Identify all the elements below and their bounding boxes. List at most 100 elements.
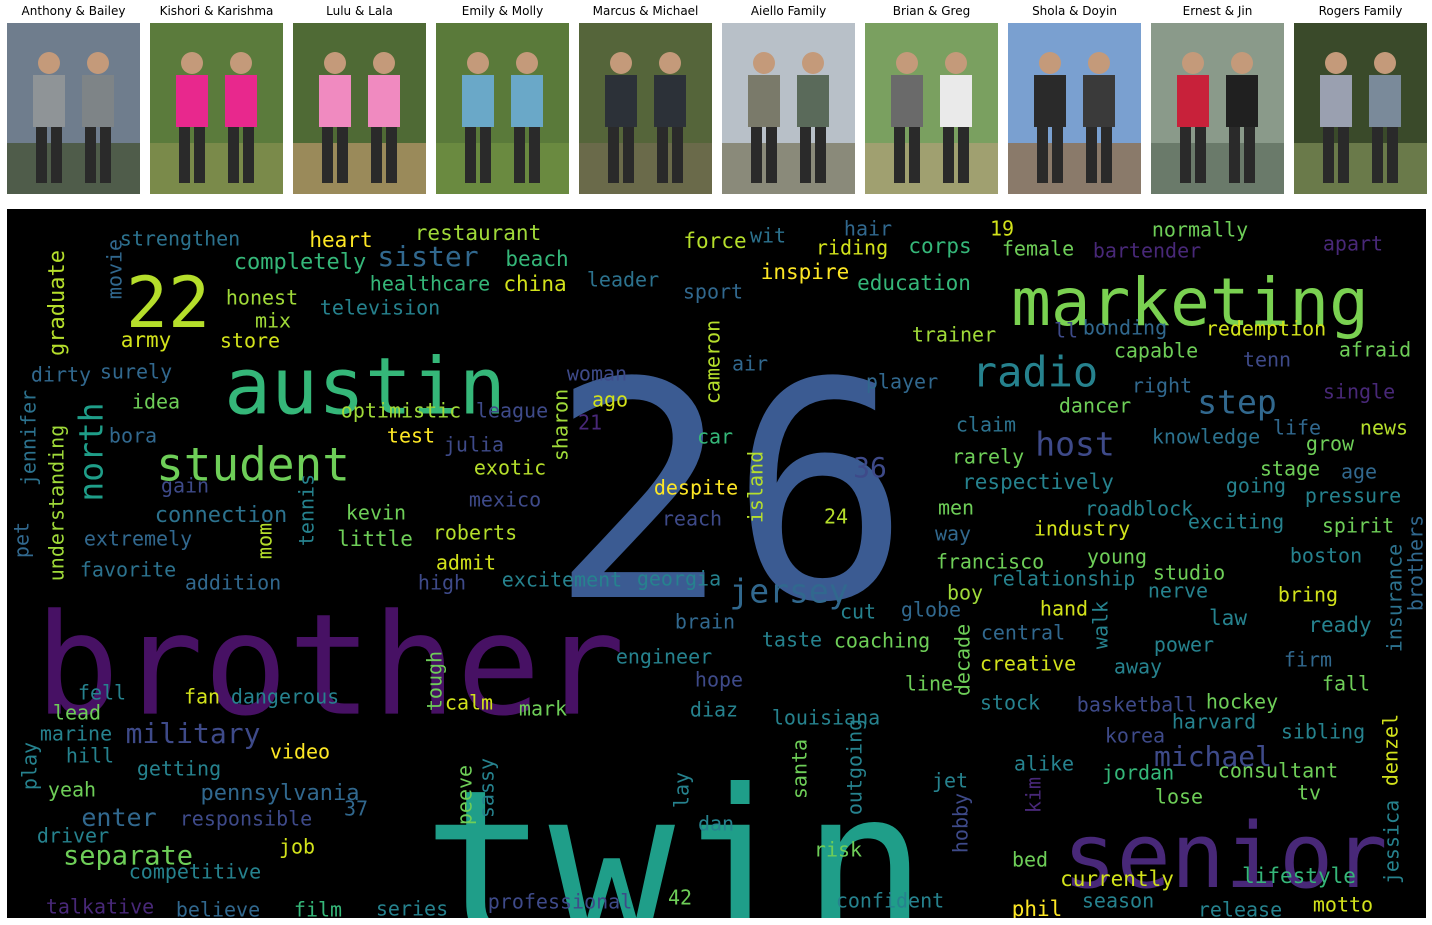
cloud-word: right [1132,374,1192,398]
cloud-word: inspire [761,260,850,284]
cloud-word: nerve [1148,579,1208,603]
cloud-word: marketing [1011,264,1369,341]
cloud-word: beach [505,247,568,271]
cloud-word: bring [1278,583,1338,607]
cloud-word: sport [683,280,743,304]
cloud-word: bonding [1083,316,1167,340]
cloud-word: currently [1060,867,1174,891]
cloud-word: young [1087,545,1147,569]
cloud-word: exotic [474,456,546,480]
cloud-word: trainer [912,323,996,347]
cloud-word: kim [1022,777,1046,813]
team-photo [1008,23,1141,194]
cloud-word: gain [161,474,209,498]
team-photo [579,23,712,194]
cloud-word: island [744,451,768,523]
cloud-word: excitement [502,568,622,592]
cloud-word: admit [436,551,496,575]
cloud-word: talkative [46,895,154,919]
cloud-word: brother [35,585,625,748]
cloud-word: law [1209,606,1247,630]
cloud-word: extremely [84,527,192,551]
cloud-word: firm [1284,648,1332,672]
cloud-word: basketball [1077,693,1197,717]
cloud-word: santa [788,739,812,799]
cloud-word: central [981,621,1065,645]
team-name: Anthony & Bailey [21,4,126,18]
cloud-word: test [387,424,435,448]
cloud-word: outgoing [843,719,867,815]
team-name: Kishori & Karishma [159,4,274,18]
cloud-word: news [1360,416,1408,440]
cloud-word: apart [1323,232,1383,256]
cloud-word: hand [1040,597,1088,621]
cloud-word: brothers [1404,515,1427,611]
cloud-word: afraid [1339,338,1411,362]
cloud-word: play [18,742,42,790]
cloud-word: 24 [824,505,848,529]
cloud-word: kevin [346,501,406,525]
team-card: Lulu & Lala [293,0,426,196]
cloud-word: dangerous [231,685,339,709]
cloud-word: little [337,527,413,551]
cloud-word: addition [185,571,281,595]
cloud-word: coaching [834,629,930,653]
cloud-word: boston [1290,544,1362,568]
cloud-word: video [270,740,330,764]
cloud-word: cut [840,600,876,624]
cloud-word: tough [423,651,447,711]
cloud-word: francisco [936,550,1044,574]
cloud-word: cameron [701,320,725,404]
team-photo [1294,23,1427,194]
team-photo [7,23,140,194]
cloud-word: respectively [962,470,1114,494]
cloud-word: insurance [1383,544,1407,652]
cloud-word: store [220,329,280,353]
cloud-word: sassy [475,758,499,818]
cloud-word: way [935,522,971,546]
cloud-word: lose [1155,785,1203,809]
cloud-word: military [126,717,261,750]
cloud-word: jennifer [17,390,41,486]
cloud-word: 26 [549,319,910,668]
cloud-word: rarely [952,445,1024,469]
cloud-word: believe [176,898,260,919]
cloud-word: sharon [549,389,573,461]
cloud-word: sister [377,240,478,273]
cloud-word: lay [670,772,694,808]
cloud-word: creative [980,652,1076,676]
cloud-word: decade [951,624,975,696]
cloud-word: line [905,672,953,696]
cloud-word: surely [100,360,172,384]
cloud-word: movie [103,239,127,299]
cloud-word: fell [78,681,126,705]
cloud-word: power [1154,633,1214,657]
cloud-word: pet [10,522,34,558]
cloud-word: hill [66,744,114,768]
cloud-word: 19 [990,217,1014,241]
cloud-word: bed [1012,848,1048,872]
cloud-word: risk [814,838,862,862]
cloud-word: season [1082,889,1154,913]
cloud-word: boy [947,581,983,605]
cloud-word: yeah [48,778,96,802]
cloud-word: industry [1034,517,1130,541]
cloud-word: ago [592,388,628,412]
team-card: Shola & Doyin [1008,0,1141,196]
cloud-word: claim [956,413,1016,437]
team-photo [436,23,569,194]
cloud-word: release [1198,898,1282,919]
cloud-word: leader [587,268,659,292]
cloud-word: roadblock [1085,497,1193,521]
cloud-word: student [156,438,350,492]
cloud-word: michael [1154,740,1272,773]
cloud-word: enter [81,803,156,832]
cloud-word: separate [63,841,193,872]
cloud-word: capable [1114,339,1198,363]
team-photo [293,23,426,194]
cloud-word: 42 [668,886,692,910]
cloud-word: tv [1297,781,1321,805]
cloud-word: job [279,835,315,859]
cloud-word: peeve [453,765,477,825]
